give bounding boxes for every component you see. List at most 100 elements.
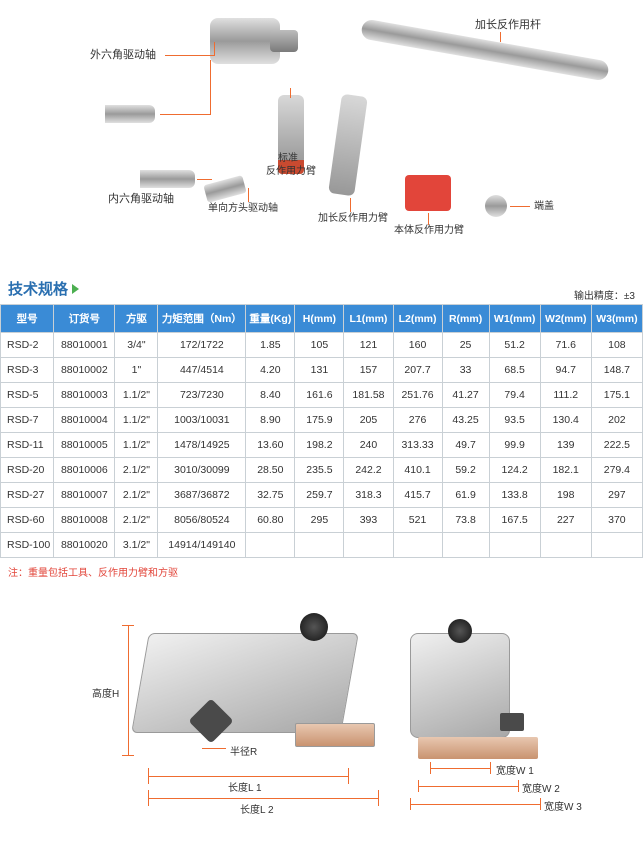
table-cell: 3010/30099 [158,458,246,483]
label-std-arm-l2: 反作用力臂 [266,165,316,178]
table-cell: 160 [393,333,442,358]
table-cell: 14914/149140 [158,533,246,558]
table-cell: 25 [442,333,489,358]
part-end-cap [485,195,507,217]
table-cell: 251.76 [393,383,442,408]
table-cell: 13.60 [246,433,295,458]
table-row: RSD-60880100082.1/2"8056/8052460.8029539… [1,508,643,533]
label-body-arm: 本体反作用力臂 [394,224,464,237]
label-end-cap: 端盖 [534,200,554,213]
table-cell: 202 [591,408,642,433]
dim-length-l2: 长度L 2 [240,801,274,816]
table-cell: RSD-2 [1,333,54,358]
part-main-body-rear [270,30,298,52]
table-cell: RSD-11 [1,433,54,458]
table-cell: 297 [591,483,642,508]
table-cell: 60.80 [246,508,295,533]
table-cell: 8056/80524 [158,508,246,533]
dim-radius-r: 半径R [230,743,257,758]
table-cell: 28.50 [246,458,295,483]
table-cell: 1.1/2" [115,408,158,433]
table-cell: 51.2 [489,333,540,358]
table-cell: 61.9 [442,483,489,508]
table-cell: 167.5 [489,508,540,533]
table-cell: 175.9 [295,408,344,433]
precision-label: 输出精度：±3 [0,287,643,302]
table-cell: 88010002 [54,358,115,383]
table-cell: 32.75 [246,483,295,508]
table-row: RSD-100880100203.1/2"14914/149140 [1,533,643,558]
table-cell: 133.8 [489,483,540,508]
table-cell: 41.27 [442,383,489,408]
tool-side-knob [300,613,328,641]
table-cell: RSD-3 [1,358,54,383]
table-cell: 130.4 [540,408,591,433]
label-ext-bar: 加长反作用杆 [475,18,541,32]
table-cell: 43.25 [442,408,489,433]
table-cell [489,533,540,558]
table-header-cell: W3(mm) [591,305,642,333]
table-cell: 182.1 [540,458,591,483]
table-row: RSD-11880100051.1/2"1478/1492513.60198.2… [1,433,643,458]
table-cell: RSD-20 [1,458,54,483]
table-cell: 393 [344,508,393,533]
table-cell: 318.3 [344,483,393,508]
table-cell: 205 [344,408,393,433]
table-cell [442,533,489,558]
table-header-cell: 型号 [1,305,54,333]
table-row: RSD-5880100031.1/2"723/72308.40161.6181.… [1,383,643,408]
label-inner-hex: 内六角驱动轴 [108,192,174,206]
table-header-cell: L1(mm) [344,305,393,333]
table-cell: 3/4" [115,333,158,358]
table-cell: 723/7230 [158,383,246,408]
table-cell: 88010001 [54,333,115,358]
table-cell: 172/1722 [158,333,246,358]
table-cell: 240 [344,433,393,458]
dim-height-h: 高度H [92,685,119,700]
table-cell [344,533,393,558]
table-header-row: 型号订货号方驱力矩范围（Nm）重量(Kg)H(mm)L1(mm)L2(mm)R(… [1,305,643,333]
table-cell: 111.2 [540,383,591,408]
table-cell: 131 [295,358,344,383]
table-cell: 175.1 [591,383,642,408]
table-cell: 79.4 [489,383,540,408]
table-cell: 88010004 [54,408,115,433]
part-body-reaction-arm [405,175,451,211]
table-header-cell: 力矩范围（Nm） [158,305,246,333]
table-cell: RSD-5 [1,383,54,408]
table-cell: 108 [591,333,642,358]
table-cell [591,533,642,558]
table-cell: 88010007 [54,483,115,508]
table-cell: 279.4 [591,458,642,483]
table-cell: 88010005 [54,433,115,458]
table-cell: 295 [295,508,344,533]
table-cell: 2.1/2" [115,508,158,533]
label-std-arm-l1: 标准 [278,152,298,165]
table-cell: 370 [591,508,642,533]
table-cell: 93.5 [489,408,540,433]
table-cell: 71.6 [540,333,591,358]
table-cell: 410.1 [393,458,442,483]
table-row: RSD-27880100072.1/2"3687/3687232.75259.7… [1,483,643,508]
tool-side-reaction [295,723,375,747]
table-cell: 148.7 [591,358,642,383]
dim-width-w3: 宽度W 3 [544,798,582,813]
section-title: 技术规格 [8,278,68,299]
table-cell: 8.40 [246,383,295,408]
table-header-cell: W1(mm) [489,305,540,333]
table-cell: RSD-60 [1,508,54,533]
table-header-cell: 重量(Kg) [246,305,295,333]
part-ext-reaction-arm [328,94,368,197]
table-footnote: 注：重量包括工具、反作用力臂和方驱 [0,558,643,579]
table-cell: 8.90 [246,408,295,433]
table-cell: 105 [295,333,344,358]
table-cell: 157 [344,358,393,383]
table-cell [540,533,591,558]
table-cell: 2.1/2" [115,458,158,483]
table-cell: 1.1/2" [115,433,158,458]
spec-table: 型号订货号方驱力矩范围（Nm）重量(Kg)H(mm)L1(mm)L2(mm)R(… [0,304,643,558]
dim-length-l1: 长度L 1 [228,779,262,794]
table-header-cell: R(mm) [442,305,489,333]
table-cell: 139 [540,433,591,458]
dimension-diagrams: 高度H 半径R 长度L 1 长度L 2 宽度W 1 宽度W 2 宽度W 3 [0,593,643,823]
